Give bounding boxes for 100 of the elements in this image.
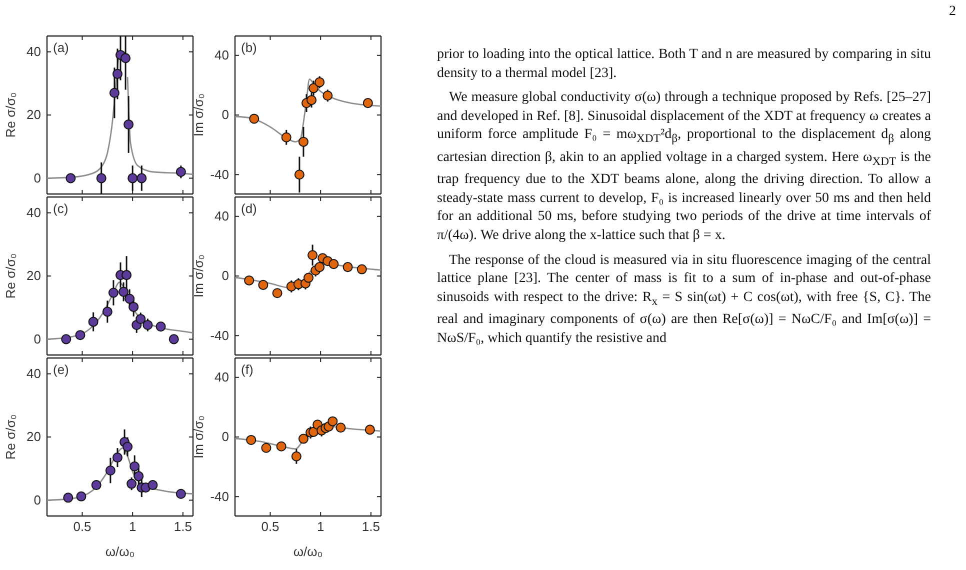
point bbox=[112, 68, 122, 79]
point bbox=[128, 302, 139, 312]
point bbox=[88, 316, 98, 327]
point bbox=[156, 322, 166, 332]
point bbox=[109, 88, 120, 98]
point bbox=[261, 442, 272, 453]
point bbox=[364, 424, 375, 435]
x-axis-title: ω/ω₀ bbox=[293, 544, 323, 559]
y-axis-title: Im σ/σ₀ bbox=[191, 415, 206, 459]
y-axis-title: Re σ/σ₀ bbox=[3, 414, 18, 460]
annotation: (a) bbox=[53, 40, 69, 55]
point bbox=[276, 441, 286, 452]
point bbox=[108, 288, 118, 298]
point bbox=[75, 330, 86, 340]
point bbox=[244, 275, 254, 286]
point bbox=[303, 272, 314, 283]
point bbox=[342, 262, 353, 272]
point bbox=[314, 262, 325, 272]
point bbox=[362, 98, 373, 108]
point bbox=[102, 306, 112, 317]
x-axis-title: ω/ω₀ bbox=[105, 544, 135, 559]
y-tick-label: 40 bbox=[214, 370, 229, 385]
y-tick-label: 40 bbox=[214, 208, 229, 224]
point bbox=[96, 173, 106, 184]
point bbox=[124, 119, 134, 130]
point bbox=[122, 442, 133, 452]
y-tick-label: 20 bbox=[26, 268, 41, 284]
y-tick-label: 20 bbox=[26, 107, 41, 122]
y-axis-title: Im σ/σ₀ bbox=[191, 254, 206, 298]
point bbox=[298, 136, 308, 147]
annotation: (f) bbox=[241, 362, 254, 377]
text: We measure global conductivity σ(ω) through a technique proposed by Refs. [25–27] and developed in Ref. [8]. Sinusoidal displacement of the XDT at frequency ω creates a uniform force amplitude F₀ = mω$_{XDT}$²d$_{β}$, proportional to the displacement d$_{β}$ along cartesian direction β, akin to an applied voltage in a charged system. Here ω$_{XDT}$ is the trap frequency due to the XDT beams alone, along the driving direction. To allow a steady-state mass current to develop, F₀ is increased linearly over 50 ms and then held for an additional 50 ms, before studying two periods of the drive at time intervals of π/(4ω). We drive along the x-lattice such that β = x. bbox=[437, 90, 931, 243]
point bbox=[322, 90, 333, 101]
y-tick-label: 40 bbox=[214, 48, 229, 63]
point bbox=[128, 173, 138, 184]
point bbox=[105, 465, 116, 476]
text: The response of the cloud is measured via in situ fluorescence imaging of the central lattice plane [23]. The center of mass is fit to a sum of in-phase and out-of-phase sinusoids with respect to the drive: R$_{x}$ = S sin(ωt) + C cos(ωt), with free {S, C}. The real and imaginary components of σ(ω) are then Re[σ(ω)] = NωC/F₀ and Im[σ(ω)] = NωS/F₀, which quantify the resistive and bbox=[437, 252, 931, 348]
point bbox=[120, 53, 131, 64]
point bbox=[291, 451, 302, 462]
point bbox=[272, 288, 282, 298]
point bbox=[336, 422, 346, 433]
y-tick-label: 0 bbox=[34, 331, 41, 346]
annotation: (d) bbox=[241, 201, 257, 216]
y-tick-label: 40 bbox=[26, 366, 41, 381]
y-tick-label: -40 bbox=[210, 166, 229, 182]
y-axis-title: Re σ/σ₀ bbox=[3, 92, 18, 138]
point bbox=[328, 416, 338, 426]
point bbox=[76, 491, 86, 502]
point bbox=[66, 173, 76, 184]
point bbox=[134, 471, 144, 482]
annotation: (c) bbox=[53, 201, 68, 216]
point bbox=[176, 166, 186, 177]
point bbox=[258, 280, 268, 290]
annotation: (b) bbox=[241, 40, 257, 55]
point bbox=[142, 320, 153, 330]
point bbox=[136, 173, 147, 184]
point bbox=[356, 264, 367, 274]
point bbox=[168, 334, 179, 344]
point bbox=[91, 480, 102, 490]
point bbox=[122, 270, 132, 280]
point bbox=[130, 461, 140, 472]
y-tick-label: 0 bbox=[222, 107, 229, 122]
point bbox=[281, 132, 292, 142]
point bbox=[314, 77, 325, 88]
point bbox=[308, 83, 319, 94]
y-tick-label: -40 bbox=[210, 488, 229, 504]
y-tick-label: 0 bbox=[34, 170, 41, 186]
point bbox=[328, 259, 339, 270]
x-tick-label: 0.5 bbox=[261, 519, 280, 534]
y-tick-label: 20 bbox=[26, 429, 41, 444]
point bbox=[112, 452, 122, 463]
point bbox=[246, 434, 256, 445]
point bbox=[124, 294, 135, 304]
point bbox=[306, 95, 317, 106]
text: 2 bbox=[949, 4, 956, 20]
y-tick-label: 40 bbox=[26, 204, 41, 220]
y-tick-label: 0 bbox=[222, 429, 229, 444]
point bbox=[136, 314, 146, 324]
point bbox=[176, 488, 186, 499]
point bbox=[63, 492, 74, 503]
point bbox=[308, 250, 318, 260]
y-axis-title: Re σ/σ₀ bbox=[3, 253, 18, 299]
point bbox=[298, 434, 308, 444]
point bbox=[249, 114, 260, 124]
x-tick-label: 1.5 bbox=[362, 519, 380, 534]
point bbox=[148, 480, 158, 490]
x-tick-label: 1 bbox=[316, 519, 324, 534]
annotation: (e) bbox=[53, 362, 69, 377]
x-tick-label: 1.5 bbox=[174, 519, 192, 534]
y-tick-label: 0 bbox=[34, 492, 41, 508]
x-tick-label: 0.5 bbox=[73, 519, 92, 534]
text: prior to loading into the optical lattice. Both T and n are measured by comparing in situ density to a thermal model [23]. bbox=[437, 46, 931, 83]
y-tick-label: 40 bbox=[26, 44, 41, 59]
point bbox=[61, 334, 72, 344]
point bbox=[118, 286, 129, 297]
y-tick-label: -40 bbox=[210, 328, 229, 343]
y-axis-title: Im σ/σ₀ bbox=[191, 93, 206, 137]
point bbox=[294, 170, 304, 180]
x-tick-label: 1 bbox=[128, 519, 136, 534]
y-tick-label: 0 bbox=[222, 268, 229, 284]
